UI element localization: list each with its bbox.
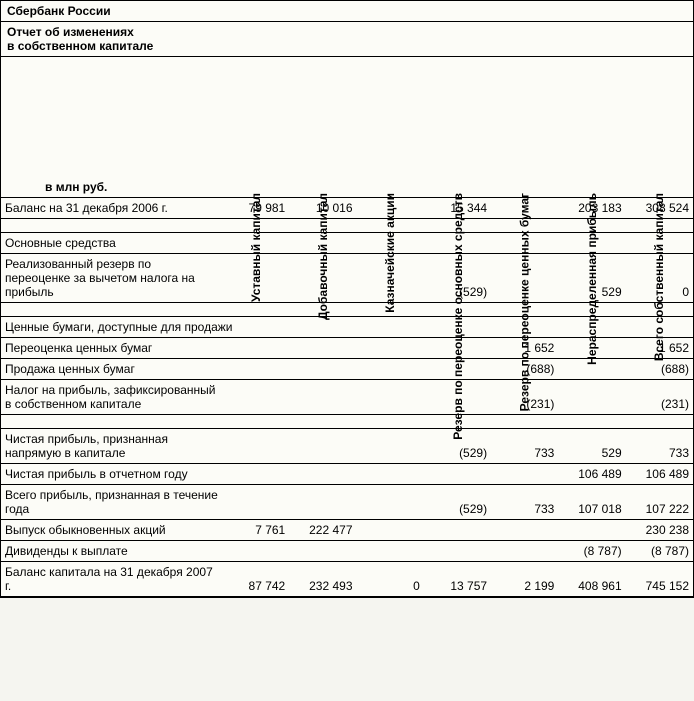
table-row: Дивиденды к выплате (8 787)(8 787) — [1, 540, 693, 561]
cell — [357, 540, 424, 561]
company-name: Сбербанк России — [1, 1, 693, 22]
row-label: Всего прибыль, признанная в течение года — [1, 484, 222, 519]
cell — [357, 463, 424, 484]
cell: 106 489 — [558, 463, 625, 484]
report-title-line2: в собственном капитале — [7, 39, 153, 53]
cell: 2 199 — [491, 561, 558, 596]
cell: 107 018 — [558, 484, 625, 519]
col-kaznacheiskie: Казначейские акции — [357, 57, 424, 197]
cell: 408 961 — [558, 561, 625, 596]
cell — [289, 484, 356, 519]
row-label: Переоценка ценных бумаг — [1, 337, 222, 358]
cell: 230 238 — [626, 519, 693, 540]
cell — [357, 428, 424, 463]
cell — [289, 428, 356, 463]
cell — [222, 337, 289, 358]
cell — [222, 428, 289, 463]
cell — [289, 358, 356, 379]
cell — [289, 540, 356, 561]
table-row: Всего прибыль, признанная в течение года… — [1, 484, 693, 519]
cell: 733 — [491, 428, 558, 463]
cell — [491, 463, 558, 484]
col-vsego: Всего собственный капитал — [626, 57, 693, 197]
cell — [222, 358, 289, 379]
cell: 745 152 — [626, 561, 693, 596]
cell — [222, 540, 289, 561]
unit-label: в млн руб. — [1, 57, 222, 197]
cell — [289, 463, 356, 484]
col-dobavochny: Добавочный капитал — [289, 57, 356, 197]
cell: 87 742 — [222, 561, 289, 596]
col-rezerv-os: Резерв по переоценке основных средств — [424, 57, 491, 197]
table-row: Выпуск обыкновенных акций7 761222 477 230… — [1, 519, 693, 540]
cell: (529) — [424, 484, 491, 519]
row-label: Налог на прибыль, зафиксированный в собс… — [1, 379, 222, 414]
cell: (231) — [626, 379, 693, 414]
report-sheet: Сбербанк России Отчет об изменениях в со… — [0, 0, 694, 598]
cell: 7 761 — [222, 519, 289, 540]
row-label: Дивиденды к выплате — [1, 540, 222, 561]
table-row: Налог на прибыль, зафиксированный в собс… — [1, 379, 693, 414]
cell — [424, 540, 491, 561]
cell: 232 493 — [289, 561, 356, 596]
cell — [424, 463, 491, 484]
report-title-line1: Отчет об изменениях — [7, 25, 134, 39]
cell — [491, 540, 558, 561]
cell — [357, 519, 424, 540]
cell — [424, 519, 491, 540]
cell: 13 757 — [424, 561, 491, 596]
cell — [222, 379, 289, 414]
row-label: Выпуск обыкновенных акций — [1, 519, 222, 540]
row-label: Баланс на 31 декабря 2006 г. — [1, 197, 222, 218]
cell — [222, 463, 289, 484]
cell — [289, 337, 356, 358]
col-rezerv-cb: Резерв по переоценке ценных бумаг — [491, 57, 558, 197]
cell — [289, 379, 356, 414]
cell: 107 222 — [626, 484, 693, 519]
spacer-cell — [1, 414, 693, 428]
cell — [357, 379, 424, 414]
row-label: Баланс капитала на 31 декабря 2007 г. — [1, 561, 222, 596]
report-title: Отчет об изменениях в собственном капита… — [1, 22, 693, 57]
cell: 106 489 — [626, 463, 693, 484]
cell — [558, 379, 625, 414]
cell — [491, 519, 558, 540]
cell: 0 — [357, 561, 424, 596]
equity-table: в млн руб. Уставный капитал Добавочный к… — [1, 57, 693, 597]
table-row: Баланс капитала на 31 декабря 2007 г.87 … — [1, 561, 693, 596]
row-label: Продажа ценных бумаг — [1, 358, 222, 379]
cell: 733 — [626, 428, 693, 463]
cell: 733 — [491, 484, 558, 519]
cell — [357, 358, 424, 379]
cell: (8 787) — [626, 540, 693, 561]
table-row: Чистая прибыль, признанная напрямую в ка… — [1, 428, 693, 463]
table-row — [1, 414, 693, 428]
col-ustavny: Уставный капитал — [222, 57, 289, 197]
cell — [357, 484, 424, 519]
row-label: Чистая прибыль в отчетном году — [1, 463, 222, 484]
cell — [222, 484, 289, 519]
cell — [558, 519, 625, 540]
cell: 222 477 — [289, 519, 356, 540]
header-row: в млн руб. Уставный капитал Добавочный к… — [1, 57, 693, 197]
cell: (8 787) — [558, 540, 625, 561]
cell: 529 — [558, 428, 625, 463]
row-label: Чистая прибыль, признанная напрямую в ка… — [1, 428, 222, 463]
table-row: Чистая прибыль в отчетном году 106 489106… — [1, 463, 693, 484]
cell — [357, 337, 424, 358]
row-label: Реализованный резерв по переоценке за вы… — [1, 253, 222, 302]
col-neraspred: Нераспределенная прибыль — [558, 57, 625, 197]
